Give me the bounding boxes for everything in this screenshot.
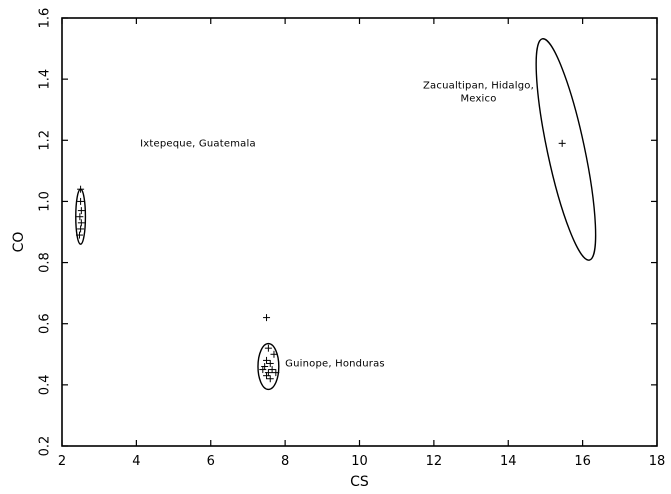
group-label-line: Ixtepeque, Guatemala	[140, 138, 256, 149]
x-tick-label: 4	[132, 454, 140, 469]
y-tick-label: 0.8	[38, 252, 53, 273]
group-label-line: Zacualtipan, Hidalgo,	[423, 80, 534, 91]
data-point	[77, 219, 85, 227]
data-point	[266, 359, 274, 367]
data-point	[75, 231, 83, 239]
y-tick-label: 0.4	[38, 375, 53, 396]
y-tick-label: 0.6	[38, 313, 53, 334]
x-tick-label: 8	[281, 454, 289, 469]
data-point	[263, 356, 271, 364]
data-point	[270, 350, 278, 358]
x-tick-label: 18	[649, 454, 666, 469]
x-tick-label: 10	[351, 454, 368, 469]
data-point	[558, 139, 566, 147]
data-point	[272, 369, 280, 377]
data-point	[263, 314, 271, 322]
data-point	[259, 366, 267, 374]
x-tick-label: 14	[500, 454, 517, 469]
group-label-line: Guinope, Honduras	[285, 359, 385, 370]
y-tick-label: 1.6	[38, 8, 53, 29]
data-point	[77, 197, 85, 205]
y-tick-label: 1.4	[38, 69, 53, 90]
y-tick-label: 1.0	[38, 191, 53, 212]
x-axis-title: CS	[350, 474, 369, 490]
data-point	[268, 366, 276, 374]
y-axis-title: CO	[11, 232, 27, 253]
x-tick-label: 2	[58, 454, 66, 469]
group-label: Guinope, Honduras	[285, 359, 385, 370]
confidence-ellipse	[257, 342, 280, 391]
group-label-line: Mexico	[460, 93, 496, 104]
group-label: Ixtepeque, Guatemala	[140, 138, 256, 149]
confidence-ellipse	[535, 38, 597, 261]
y-tick-label: 0.2	[38, 436, 53, 457]
data-point	[264, 369, 272, 377]
x-tick-label: 6	[207, 454, 215, 469]
x-tick-label: 16	[574, 454, 591, 469]
data-point	[266, 375, 274, 383]
data-point	[77, 207, 85, 215]
x-tick-label: 12	[426, 454, 443, 469]
data-point	[76, 213, 84, 221]
y-tick-label: 1.2	[38, 130, 53, 151]
group-label: Zacualtipan, Hidalgo, Mexico	[423, 80, 534, 104]
data-point	[264, 344, 272, 352]
data-point	[77, 225, 85, 233]
data-point	[261, 363, 269, 371]
data-point	[77, 185, 85, 193]
data-point	[263, 372, 271, 380]
